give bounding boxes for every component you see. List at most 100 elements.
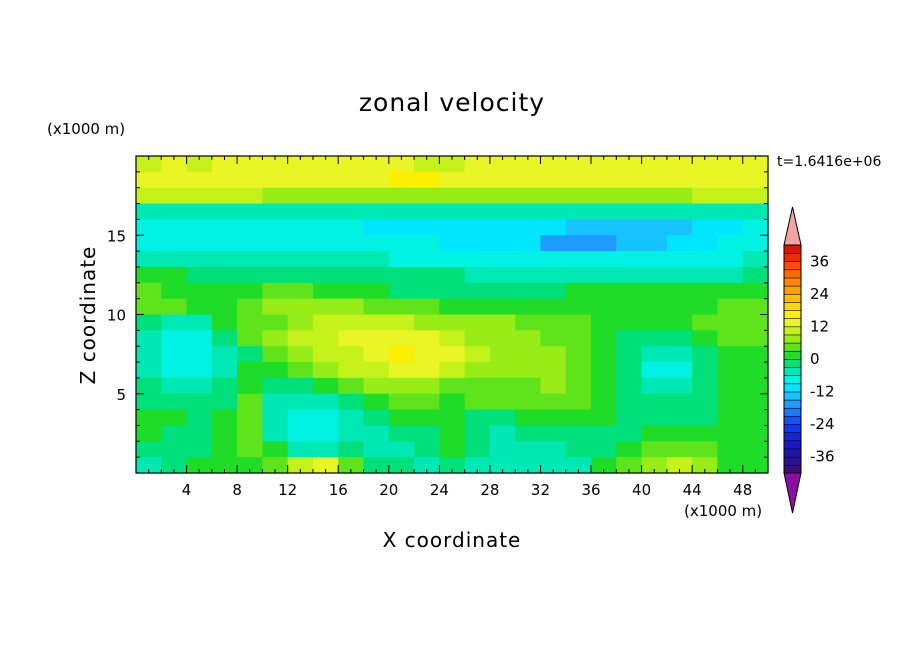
heatmap-cell [136,393,162,411]
colorbar-swatch [783,277,802,287]
colorbar-swatch [783,350,802,360]
heatmap-cell [363,377,390,395]
heatmap-cell [161,156,188,173]
heatmap-cell [616,425,643,442]
time-label: t=1.6416e+06 [777,154,882,170]
heatmap-cell [489,425,516,442]
heatmap-cell [489,314,516,331]
heatmap-cell [186,377,213,395]
heatmap-cell [515,362,542,379]
heatmap-cell [616,298,643,316]
heatmap-cell [666,219,693,236]
heatmap-cell [262,314,289,331]
heatmap-cell [312,251,339,268]
heatmap-cell [363,425,390,442]
heatmap-cell [742,409,769,427]
heatmap-cell [565,235,592,252]
heatmap-cell [591,298,617,316]
x-tick-label: 4 [182,481,192,499]
heatmap-cell [641,314,668,331]
heatmap-cell [591,235,617,252]
heatmap-cell [186,314,213,331]
x-tick-label: 40 [632,481,651,499]
heatmap-cell [464,171,491,189]
heatmap-cell [388,235,415,252]
heatmap-cell [388,266,415,284]
heatmap-cells [136,156,769,474]
heatmap-cell [186,156,213,173]
heatmap-cell [136,251,162,268]
heatmap-cell [717,441,744,458]
heatmap-cell [489,156,516,173]
heatmap-cell [338,156,365,173]
heatmap-cell [641,346,668,363]
heatmap-cell [338,171,365,189]
heatmap-cell [464,235,491,252]
heatmap-cell [666,346,693,363]
heatmap-cell [616,251,643,268]
heatmap-cell [388,409,415,427]
heatmap-cell [237,409,263,427]
heatmap-cell [540,298,567,316]
heatmap-cell [439,251,466,268]
heatmap-cell [136,330,162,347]
heatmap-cell [211,219,238,236]
x-tick-label: 16 [329,481,348,499]
heatmap-cell [540,235,567,252]
heatmap-cell [136,346,162,363]
heatmap-cell [388,362,415,379]
heatmap-cell [312,203,339,220]
heatmap-cell [186,346,213,363]
x-tick-label: 20 [379,481,398,499]
heatmap-cell [616,393,643,411]
heatmap-cell [414,187,440,205]
heatmap-cell [692,346,719,363]
heatmap-cell [186,330,213,347]
heatmap-cell [464,282,491,300]
heatmap-cell [136,457,162,474]
heatmap-cell [666,266,693,284]
heatmap-cell [439,187,466,205]
y-tick-label: 15 [107,227,126,245]
heatmap-cell [641,393,668,411]
heatmap-cell [565,425,592,442]
heatmap-cell [237,219,263,236]
heatmap-cell [388,156,415,173]
heatmap-cell [186,362,213,379]
heatmap-cell [338,298,365,316]
colorbar-swatch [783,431,802,442]
heatmap-cell [540,346,567,363]
heatmap-cell [186,219,213,236]
heatmap-cell [742,330,769,347]
heatmap-cell [717,393,744,411]
x-tick-label: 8 [232,481,242,499]
heatmap-cell [616,441,643,458]
heatmap-cell [616,171,643,189]
heatmap-cell [742,457,769,474]
heatmap-cell [211,409,238,427]
heatmap-cell [388,346,415,363]
heatmap-cell [591,203,617,220]
heatmap-cell [591,219,617,236]
heatmap-cell [666,156,693,173]
heatmap-cell [439,219,466,236]
heatmap-cell [489,235,516,252]
colorbar-tick-label: -24 [810,415,835,433]
heatmap-cell [641,219,668,236]
heatmap-cell [439,362,466,379]
heatmap-cell [439,171,466,189]
heatmap-cell [388,219,415,236]
heatmap-cell [136,362,162,379]
heatmap-cell [641,425,668,442]
heatmap-cell [565,187,592,205]
heatmap-cell [237,330,263,347]
heatmap-cell [565,346,592,363]
heatmap-cell [565,441,592,458]
heatmap-cell [540,219,567,236]
heatmap-cell [186,457,213,474]
heatmap-cell [211,235,238,252]
heatmap-cell [312,393,339,411]
heatmap-cell [338,203,365,220]
heatmap-cell [312,441,339,458]
